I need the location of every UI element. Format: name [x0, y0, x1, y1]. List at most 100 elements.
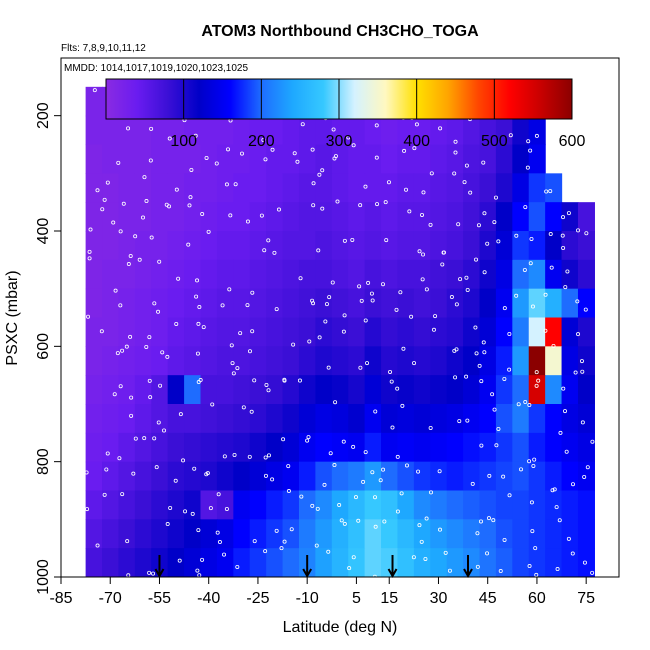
observation-point — [548, 189, 553, 194]
heatmap-cell — [167, 432, 185, 463]
heatmap-cell — [528, 519, 546, 549]
heatmap-cell — [348, 173, 366, 203]
heatmap-cell — [397, 317, 415, 347]
heatmap-cell — [102, 432, 120, 463]
heatmap-cell — [298, 144, 316, 174]
heatmap-cell — [331, 259, 349, 290]
flight-arrows — [154, 555, 473, 579]
heatmap-cell — [216, 317, 234, 347]
observation-point — [527, 459, 532, 464]
observation-point — [357, 284, 362, 289]
heatmap-cell — [102, 115, 120, 146]
heatmap-cell — [118, 259, 136, 290]
observation-point — [200, 212, 205, 217]
heatmap-cell — [331, 519, 349, 549]
observation-point — [454, 347, 459, 352]
observation-point — [263, 549, 268, 554]
observation-point — [361, 479, 366, 484]
observation-point — [205, 471, 210, 476]
heatmap-cell — [463, 519, 481, 549]
heatmap-cell — [184, 259, 202, 290]
observation-point — [530, 529, 535, 534]
heatmap-cell — [545, 461, 563, 492]
observation-point — [534, 133, 539, 138]
heatmap-cell — [134, 461, 152, 492]
heatmap-cell — [266, 202, 284, 232]
heatmap-cell — [151, 461, 169, 492]
heatmap-cell — [348, 346, 366, 376]
heatmap-cell — [561, 259, 579, 290]
heatmap-cell — [381, 288, 399, 319]
heatmap-cell — [266, 317, 284, 347]
heatmap-cell — [479, 288, 497, 319]
heatmap-cell — [266, 346, 284, 376]
observation-point — [126, 126, 131, 131]
heatmap-cell — [331, 317, 349, 347]
heatmap-cell — [364, 519, 382, 549]
heatmap-cell — [381, 259, 399, 290]
heatmap-cell — [413, 548, 431, 577]
observation-point — [158, 383, 163, 388]
observation-point — [464, 275, 469, 280]
heatmap-cell — [249, 202, 267, 232]
observation-point — [252, 378, 257, 383]
heatmap-cell — [479, 519, 497, 549]
observation-point — [414, 122, 419, 127]
observation-point — [428, 222, 433, 227]
heatmap-cell — [233, 375, 251, 405]
observation-point — [310, 147, 315, 152]
observation-point — [522, 267, 527, 272]
observation-point — [282, 539, 287, 544]
observation-point — [584, 231, 589, 236]
heatmap-cell — [430, 519, 448, 549]
heatmap-cell — [233, 115, 251, 146]
heatmap-cell — [102, 173, 120, 203]
heatmap-cell — [348, 317, 366, 347]
observation-point — [514, 293, 519, 298]
heatmap-cell — [200, 346, 218, 376]
heatmap-cell — [528, 115, 546, 146]
heatmap-cell — [331, 432, 349, 463]
observation-point — [576, 228, 581, 233]
observation-point — [133, 436, 138, 441]
heatmap-cell — [528, 548, 546, 577]
heatmap-cell — [446, 461, 464, 492]
heatmap-cell — [348, 375, 366, 405]
observation-point — [118, 303, 123, 308]
heatmap-cell — [413, 519, 431, 549]
observation-point — [573, 370, 578, 375]
observation-point — [493, 195, 498, 200]
heatmap-cell — [479, 346, 497, 376]
heatmap-cell — [118, 144, 136, 174]
heatmap-cell — [331, 346, 349, 376]
observation-point — [204, 155, 209, 160]
observation-point — [216, 492, 221, 497]
heatmap-cell — [315, 173, 333, 203]
heatmap-cell — [577, 432, 595, 463]
heatmap-cell — [430, 375, 448, 405]
heatmap-cell — [397, 346, 415, 376]
heatmap-cell — [167, 490, 185, 520]
heatmap-cell — [216, 259, 234, 290]
heatmap-cell — [200, 115, 218, 146]
heatmap-cell — [102, 548, 120, 577]
heatmap-cell — [446, 317, 464, 347]
heatmap-cell — [446, 173, 464, 203]
observation-point — [194, 294, 199, 299]
observation-point — [452, 171, 457, 176]
observation-point — [206, 229, 211, 234]
observation-point — [507, 331, 512, 336]
heatmap-cell — [233, 231, 251, 261]
observation-point — [247, 349, 252, 354]
observation-point — [398, 290, 403, 295]
heatmap-cell — [118, 432, 136, 463]
heatmap-cell — [200, 144, 218, 174]
observation-point — [160, 350, 165, 355]
observation-point — [419, 539, 424, 544]
heatmap-cell — [298, 346, 316, 376]
observation-point — [582, 560, 587, 565]
heatmap-cell — [315, 202, 333, 232]
observation-point — [333, 400, 338, 405]
observation-point — [566, 211, 571, 216]
observation-point — [210, 402, 215, 407]
